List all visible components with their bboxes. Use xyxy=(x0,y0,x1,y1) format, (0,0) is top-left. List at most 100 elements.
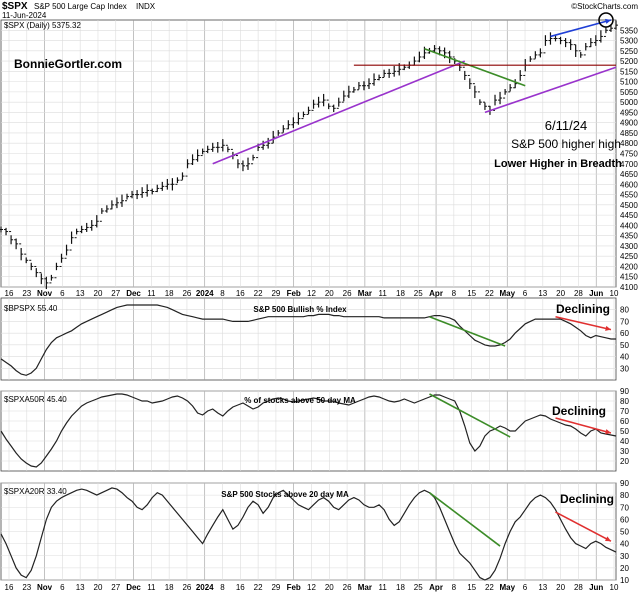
annotation-date: 6/11/24 xyxy=(545,118,587,133)
indicator-line xyxy=(0,393,617,468)
purple-trend-line xyxy=(212,60,466,165)
x-tick-label: 22 xyxy=(485,583,494,592)
x-tick-label: 18 xyxy=(396,583,405,592)
panel2-title: % of stocks above 50 day MA xyxy=(244,396,356,405)
x-tick-label: 6 xyxy=(60,583,65,592)
annotation-breadth: Lower Higher in Breadth xyxy=(494,158,622,170)
x-tick-label: 10 xyxy=(610,289,619,298)
y-tick-label: 4950 xyxy=(620,108,638,117)
y-tick-label: 4850 xyxy=(620,129,638,138)
x-tick-label: 27 xyxy=(111,583,120,592)
panel-bullish-percent: 30 40 50 60 70 80 xyxy=(0,297,629,381)
y-tick-label: 60 xyxy=(620,329,629,338)
x-tick-label: 20 xyxy=(325,289,334,298)
watermark: BonnieGortler.com xyxy=(14,57,122,71)
y-tick-label: 30 xyxy=(620,447,629,456)
declining-label-2: Declining xyxy=(552,404,606,418)
y-tick-label: 50 xyxy=(620,341,629,350)
x-tick-label: Feb xyxy=(287,289,301,298)
x-tick-label: 18 xyxy=(165,289,174,298)
red-arrow-head xyxy=(605,325,611,331)
y-tick-label: 5300 xyxy=(620,37,638,46)
x-tick-label: 26 xyxy=(182,583,191,592)
y-tick-label: 40 xyxy=(620,540,629,549)
y-tick-label: 4500 xyxy=(620,201,638,210)
y-tick-label: 5150 xyxy=(620,67,638,76)
indicator-line xyxy=(0,487,617,581)
x-tick-label: Feb xyxy=(287,583,301,592)
purple-trend-line xyxy=(484,66,617,114)
x-tick-label: 12 xyxy=(307,289,316,298)
x-tick-label: 15 xyxy=(467,289,476,298)
y-tick-label: 4800 xyxy=(620,139,638,148)
x-tick-label: 16 xyxy=(5,289,14,298)
x-tick-label: 22 xyxy=(254,583,263,592)
x-tick-label: 12 xyxy=(307,583,316,592)
x-tick-label: 16 xyxy=(5,583,14,592)
recent-high-marker xyxy=(598,12,614,28)
y-tick-label: 70 xyxy=(620,503,629,512)
x-tick-label: 26 xyxy=(343,583,352,592)
x-tick-label: Jun xyxy=(589,289,603,298)
declining-label-3: Declining xyxy=(560,492,614,506)
panel1-legend: $BPSPX 55.40 xyxy=(4,304,58,313)
y-tick-label: 4700 xyxy=(620,160,638,169)
y-tick-label: 4350 xyxy=(620,232,638,241)
x-tick-label: 20 xyxy=(94,583,103,592)
y-tick-label: 5100 xyxy=(620,78,638,87)
x-tick-label: 22 xyxy=(254,289,263,298)
x-tick-label: 23 xyxy=(22,583,31,592)
y-tick-label: 10 xyxy=(620,576,629,585)
x-tick-label: 13 xyxy=(76,583,85,592)
panel3-legend: $SPXA20R 33.40 xyxy=(4,487,67,496)
x-tick-label: 10 xyxy=(610,583,619,592)
y-tick-label: 80 xyxy=(620,491,629,500)
y-tick-label: 5000 xyxy=(620,98,638,107)
y-tick-label: 20 xyxy=(620,564,629,573)
red-trend-line xyxy=(555,417,612,434)
x-tick-label: 2024 xyxy=(196,289,214,298)
panel3-title: S&P 500 Stocks above 20 day MA xyxy=(221,490,349,499)
x-tick-label: 13 xyxy=(76,289,85,298)
panel1-title: S&P 500 Bullish % Index xyxy=(253,305,347,314)
blue-trend-line xyxy=(550,19,612,38)
x-tick-label: Apr xyxy=(429,583,443,592)
red-trend-line xyxy=(555,511,612,542)
x-tick-label: May xyxy=(499,583,515,592)
y-tick-label: 4550 xyxy=(620,191,638,200)
x-tick-label: Dec xyxy=(126,583,141,592)
green-trend-line xyxy=(429,315,506,347)
x-tick-label: 20 xyxy=(94,289,103,298)
y-tick-label: 4600 xyxy=(620,180,638,189)
x-tick-label: 6 xyxy=(60,289,65,298)
x-tick-label: Apr xyxy=(429,289,443,298)
x-tick-label: 11 xyxy=(379,583,388,592)
y-tick-label: 60 xyxy=(620,417,629,426)
panel2-legend: $SPXA50R 45.40 xyxy=(4,395,67,404)
y-tick-label: 70 xyxy=(620,407,629,416)
y-tick-label: 4750 xyxy=(620,150,638,159)
x-tick-label: 13 xyxy=(538,289,547,298)
x-tick-label: 8 xyxy=(220,289,225,298)
green-trend-line xyxy=(429,492,501,547)
blue-arrow-head xyxy=(605,18,611,24)
x-tick-label: 20 xyxy=(556,583,565,592)
y-tick-label: 90 xyxy=(620,387,629,396)
x-axis-top: 16 23 Nov 6 13 20 27 Dec 11 18 26 2024 8 16 22 29 Feb 12 2… xyxy=(5,289,619,298)
y-tick-label: 50 xyxy=(620,528,629,537)
panel-above-20-day: 10 20 30 40 50 60 70 80 90 xyxy=(0,479,629,585)
brand-label[interactable]: ©StockCharts.com xyxy=(571,2,638,11)
y-tick-label: 4200 xyxy=(620,262,638,271)
x-tick-label: 8 xyxy=(220,583,225,592)
x-tick-label: 27 xyxy=(111,289,120,298)
panel-frame xyxy=(0,297,617,381)
x-tick-label: 18 xyxy=(396,289,405,298)
y-tick-label: 4150 xyxy=(620,273,638,282)
x-tick-label: 16 xyxy=(236,289,245,298)
declining-label-1: Declining xyxy=(556,302,610,316)
x-tick-label: 11 xyxy=(379,289,388,298)
y-tick-label: 4650 xyxy=(620,170,638,179)
